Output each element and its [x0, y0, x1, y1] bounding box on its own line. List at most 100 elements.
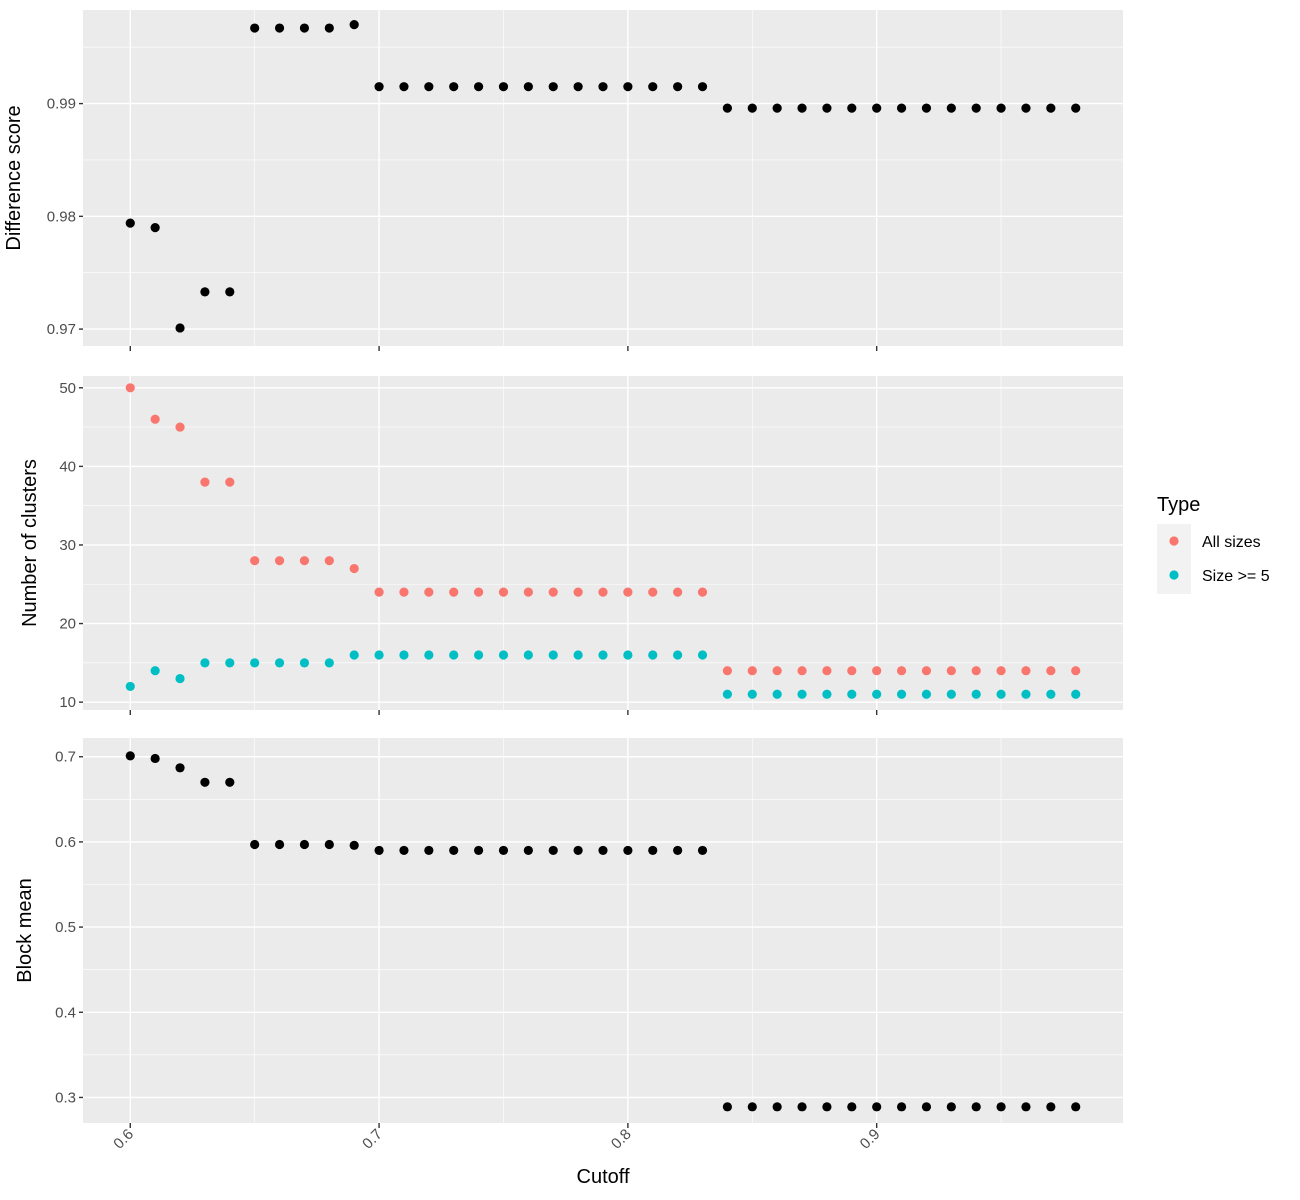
legend-label: Size >= 5: [1202, 568, 1270, 585]
data-point: [175, 323, 185, 333]
y-tick-label: 0.3: [55, 1089, 76, 1106]
data-point: [225, 477, 235, 487]
data-point: [921, 1102, 932, 1112]
y-axis-title: Number of clusters: [19, 459, 41, 627]
data-point: [648, 650, 658, 660]
data-point: [1021, 689, 1031, 699]
data-point: [1021, 1102, 1031, 1112]
data-point: [548, 650, 558, 660]
data-point: [125, 751, 135, 761]
y-tick-label: 40: [59, 458, 76, 475]
data-point: [747, 666, 757, 676]
data-point: [722, 689, 733, 699]
data-point: [697, 650, 708, 660]
data-point: [797, 666, 807, 676]
data-point: [797, 689, 807, 699]
panel-3: 0.3 0.4 0.5 0.6 0.7 Block mean: [14, 738, 1123, 1128]
data-point: [349, 650, 359, 660]
data-point: [225, 658, 235, 668]
panel-2: 10 20 30 40 50 Number of clusters: [19, 376, 1123, 715]
data-point: [822, 666, 832, 676]
data-point: [498, 845, 509, 856]
data-point: [299, 658, 310, 668]
legend: Type All sizes Size >= 5: [1157, 494, 1270, 594]
data-point: [946, 103, 956, 113]
data-point: [847, 1102, 857, 1112]
data-point: [324, 556, 334, 566]
y-tick-label: 0.5: [55, 919, 76, 936]
data-point: [772, 103, 782, 113]
data-point: [847, 103, 857, 113]
data-point: [971, 689, 981, 699]
series-points: [125, 650, 1081, 699]
series-points: [125, 383, 1081, 676]
data-point: [722, 666, 733, 676]
data-point: [424, 82, 434, 92]
data-point: [747, 689, 757, 699]
data-point: [697, 587, 708, 597]
data-point: [822, 103, 832, 113]
data-point: [573, 587, 583, 597]
legend-entries: All sizes Size >= 5: [1169, 534, 1270, 585]
data-point: [200, 777, 210, 787]
data-point: [772, 1102, 782, 1112]
y-axis-title: Block mean: [14, 878, 36, 983]
data-point: [623, 82, 633, 92]
data-point: [424, 587, 434, 597]
data-point: [673, 845, 683, 856]
data-point: [424, 650, 434, 660]
data-point: [125, 383, 135, 393]
data-point: [125, 681, 135, 692]
data-point: [996, 666, 1006, 676]
data-point: [921, 689, 932, 699]
data-point: [150, 753, 160, 764]
panel-background: [83, 738, 1123, 1123]
plot-panels: 0.97 0.98 0.99 Difference score 10 20 30 40 50 Nu…: [3, 10, 1123, 1153]
data-point: [598, 650, 608, 660]
data-point: [473, 845, 484, 856]
data-point: [349, 563, 359, 574]
data-point: [847, 666, 857, 676]
data-point: [623, 650, 633, 660]
data-point: [1071, 1102, 1081, 1112]
data-point: [747, 1102, 757, 1112]
data-point: [125, 218, 135, 228]
data-point: [896, 1102, 907, 1112]
x-tick-label: 0.7: [359, 1126, 386, 1153]
data-point: [200, 658, 210, 668]
data-point: [324, 23, 334, 33]
data-point: [250, 23, 260, 33]
data-point: [946, 689, 956, 699]
data-point: [1021, 103, 1031, 113]
data-point: [623, 845, 633, 856]
data-point: [150, 666, 160, 676]
data-point: [872, 1102, 882, 1112]
data-point: [946, 666, 956, 676]
x-tick-labels: 0.6 0.7 0.8 0.9: [110, 1126, 883, 1153]
data-point: [175, 763, 185, 773]
data-point: [374, 587, 384, 597]
data-point: [175, 673, 185, 684]
data-point: [399, 587, 409, 597]
data-point: [1021, 666, 1031, 676]
data-point: [200, 287, 210, 297]
legend-label: All sizes: [1202, 534, 1261, 551]
y-tick-label: 50: [59, 380, 76, 397]
data-point: [150, 414, 160, 424]
data-point: [374, 650, 384, 660]
data-point: [150, 223, 160, 233]
data-point: [648, 82, 658, 92]
data-point: [299, 556, 310, 566]
data-point: [374, 82, 384, 92]
data-point: [1046, 1102, 1056, 1112]
data-point: [673, 82, 683, 92]
x-tick-label: 0.9: [857, 1126, 884, 1153]
data-point: [1071, 103, 1081, 113]
data-point: [623, 587, 633, 597]
data-point: [449, 587, 459, 597]
data-point: [872, 666, 882, 676]
data-point: [648, 845, 658, 856]
data-point: [598, 82, 608, 92]
y-tick-label: 0.97: [47, 321, 76, 338]
